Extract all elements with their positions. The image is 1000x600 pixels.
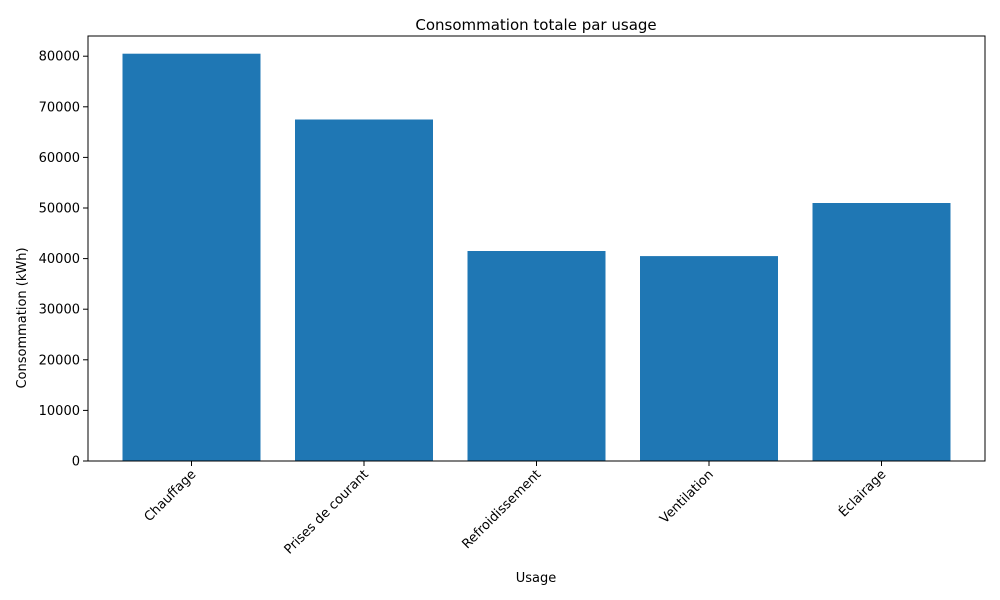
y-tick-label: 40000 [39, 252, 80, 267]
y-axis: 0 10000 20000 30000 40000 50000 60000 70000 8000… [39, 50, 88, 470]
x-tick-label: Prises de courant [282, 467, 372, 557]
bars-group [122, 53, 951, 461]
x-tick-label: Refroidissement [459, 467, 544, 552]
bar-3 [640, 256, 778, 461]
y-tick-label: 0 [72, 455, 80, 470]
x-tick-label: Chauffage [142, 467, 200, 525]
bar-4 [812, 203, 951, 461]
y-tick-label: 30000 [39, 303, 80, 318]
y-tick-label: 80000 [39, 50, 80, 65]
y-tick-label: 50000 [39, 202, 80, 217]
x-axis: Chauffage Prises de courant Refroidissemen… [142, 461, 889, 557]
y-tick-label: 60000 [39, 151, 80, 166]
bar-1 [295, 119, 433, 461]
y-axis-label: Consommation (kWh) [15, 247, 30, 388]
chart-title: Consommation totale par usage [415, 16, 656, 34]
y-tick-label: 20000 [39, 353, 80, 368]
bar-2 [467, 251, 606, 461]
y-tick-label: 70000 [39, 100, 80, 115]
x-tick-label: Éclairage [835, 467, 889, 521]
x-axis-label: Usage [516, 571, 557, 586]
y-tick-label: 10000 [39, 404, 80, 419]
bar-0 [122, 53, 261, 461]
x-tick-label: Ventilation [657, 467, 717, 527]
